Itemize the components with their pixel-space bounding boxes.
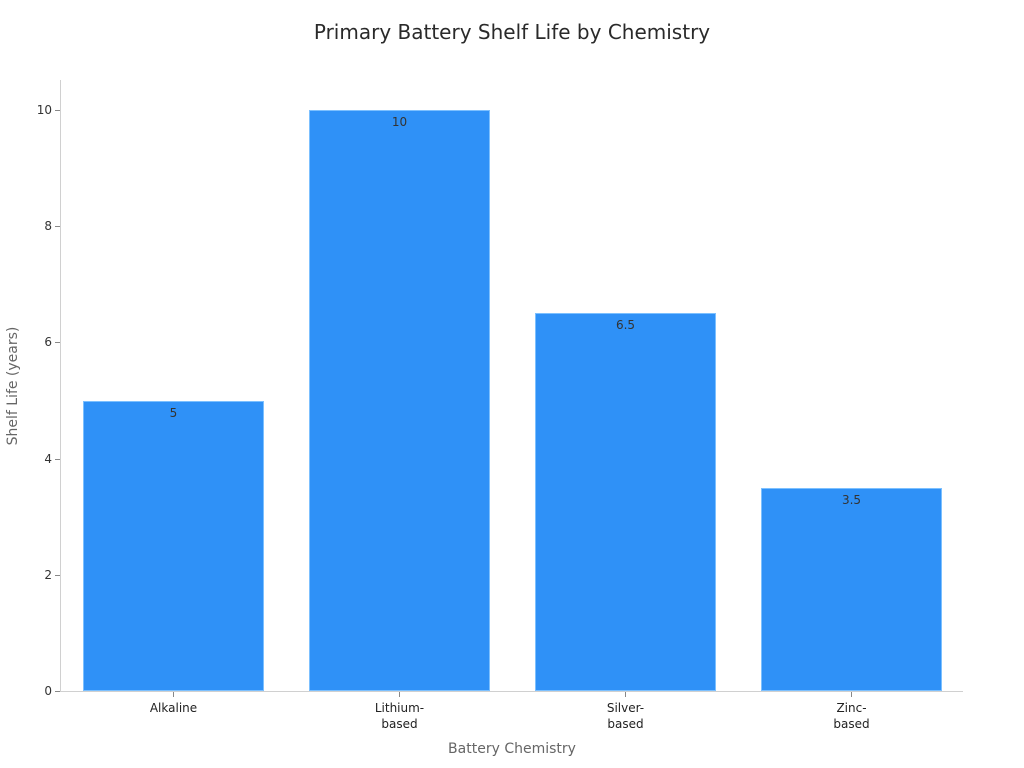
bar-value-label: 6.5 [615,318,636,333]
x-tick: Alkaline [94,692,254,716]
x-tick-label: Zinc- [836,701,867,715]
bar-value-label: 5 [169,405,178,420]
y-tick-mark [55,110,60,111]
bar[interactable]: 3.5 [761,487,942,691]
y-tick-label: 10 [36,103,52,117]
y-tick-mark [55,342,60,344]
y-tick-mark [55,574,60,576]
x-tick: Silver-based [546,692,706,732]
y-tick: 8 [0,219,60,240]
bar[interactable]: 6.5 [535,313,716,691]
x-tick-mark [399,692,400,697]
x-tick-label: Alkaline [149,701,198,715]
bar-value-label: 3.5 [841,492,862,507]
x-tick-label: Silver- [606,701,645,715]
x-tick-mark [625,692,626,697]
x-tick: Lithium-based [320,692,480,732]
bar[interactable]: 5 [83,400,264,691]
x-axis-line [60,691,963,692]
x-tick-label: based [381,717,418,731]
x-axis-label: Battery Chemistry [448,741,576,757]
y-tick-mark [55,691,60,692]
y-axis-label: Shelf Life (years) [5,326,21,446]
x-tick-label: based [607,717,644,731]
y-tick: 0 [0,684,60,705]
y-tick: 10 [0,103,60,124]
y-tick-label: 8 [44,219,52,234]
x-tick: Zinc-based [772,692,932,732]
x-tick-label: Lithium- [374,701,425,715]
y-tick-label: 6 [44,335,52,350]
bar-value-label: 10 [391,115,408,129]
y-axis-line [60,80,61,692]
y-tick-label: 2 [44,567,52,582]
x-tick-mark [851,692,852,697]
chart-title: Primary Battery Shelf Life by Chemistry [313,20,711,44]
y-tick-label: 4 [44,451,52,466]
y-tick-mark [55,226,60,228]
y-tick-label: 0 [44,684,52,698]
bar[interactable]: 10 [309,110,490,691]
y-tick: 4 [0,452,60,473]
x-tick-mark [173,692,174,697]
y-tick: 6 [0,335,60,356]
y-tick-mark [55,458,60,460]
y-tick: 2 [0,568,60,589]
x-tick-label: based [833,717,870,731]
